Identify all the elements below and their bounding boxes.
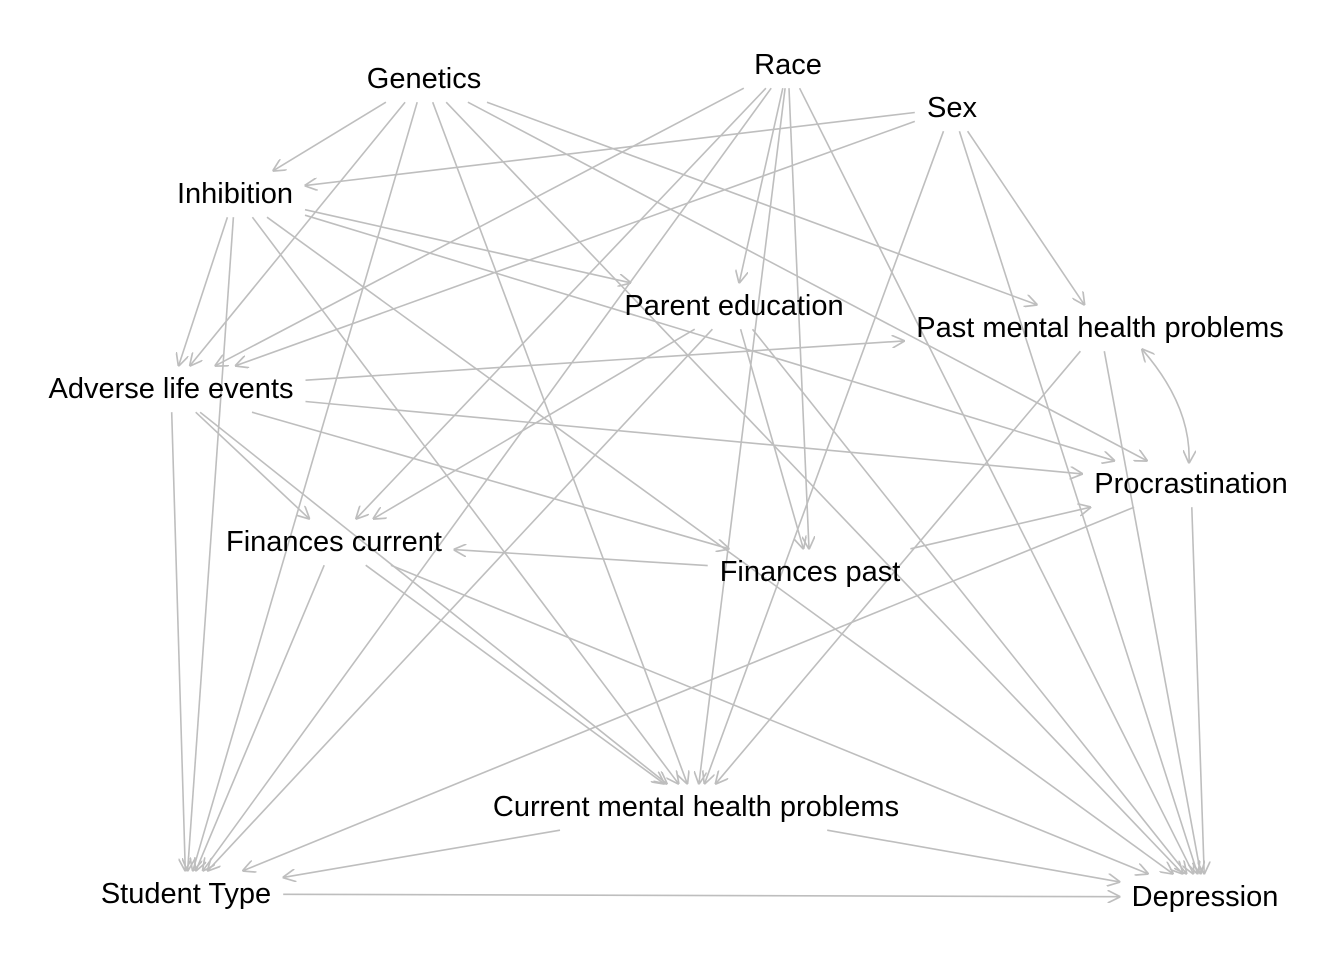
edge-genetics-to-depression [445, 101, 1183, 874]
node-past-mh: Past mental health problems [916, 312, 1284, 344]
edge-current-mh-to-student-type [283, 829, 561, 877]
node-genetics: Genetics [367, 63, 481, 95]
edge-inhibition-to-adverse [179, 216, 229, 366]
edge-race-to-depression [798, 87, 1194, 874]
edge-genetics-to-procrastination [467, 101, 1147, 461]
node-adverse: Adverse life events [48, 373, 293, 405]
edge-adverse-to-current-mh [199, 411, 667, 784]
node-student-type: Student Type [101, 878, 271, 910]
edge-adverse-to-past-mh [305, 341, 905, 381]
edge-current-mh-to-depression [827, 829, 1119, 882]
edges-layer [170, 87, 1205, 897]
node-fin-past: Finances past [720, 556, 901, 588]
edge-fin-current-to-student-type [196, 564, 325, 871]
node-current-mh: Current mental health problems [493, 791, 899, 823]
edge-parent-education-to-depression [751, 328, 1187, 874]
edge-race-to-parent-education [739, 88, 784, 283]
edge-fin-current-to-depression [390, 564, 1148, 874]
edge-student-type-to-depression [283, 894, 1119, 896]
edge-procrastination-to-depression [1191, 507, 1204, 874]
edge-genetics-to-inhibition [273, 101, 387, 171]
edge-race-to-current-mh [699, 88, 786, 784]
edge-past-mh-to-depression [1103, 351, 1200, 874]
node-inhibition: Inhibition [177, 178, 293, 210]
edge-inhibition-to-current-mh [251, 216, 678, 784]
edge-sex-to-current-mh [705, 130, 945, 784]
edge-race-to-adverse [215, 87, 745, 366]
edge-past-mh-to-procrastination [1142, 349, 1189, 463]
edge-inhibition-to-student-type [188, 217, 235, 871]
node-depression: Depression [1132, 881, 1279, 913]
edge-adverse-to-student-type [170, 412, 186, 871]
node-fin-current: Finances current [226, 526, 442, 558]
edge-adverse-to-procrastination [305, 400, 1083, 474]
edge-fin-past-to-fin-current [454, 550, 708, 567]
edge-genetics-to-current-mh [431, 101, 688, 784]
edge-fin-current-to-current-mh [365, 564, 665, 784]
edge-sex-to-adverse [236, 120, 916, 365]
edge-inhibition-to-procrastination [304, 214, 1115, 461]
edge-adverse-to-fin-past [251, 411, 729, 549]
edge-parent-education-to-fin-past [739, 328, 804, 549]
edge-inhibition-to-parent-education [304, 208, 631, 283]
node-race: Race [754, 49, 822, 81]
edge-genetics-to-student-type [193, 101, 418, 871]
nodes-layer: Genetics Race Sex Inhibition Parent educatio… [48, 49, 1287, 913]
node-parent-education: Parent education [624, 290, 843, 322]
edge-sex-to-past-mh [966, 130, 1085, 305]
edge-parent-education-to-fin-current [373, 328, 696, 519]
edge-past-mh-to-current-mh [716, 350, 1082, 784]
node-procrastination: Procrastination [1094, 468, 1287, 500]
edge-sex-to-depression [958, 130, 1197, 874]
edge-genetics-to-past-mh [486, 101, 1037, 305]
node-sex: Sex [927, 92, 977, 124]
edge-parent-education-to-student-type [208, 328, 713, 871]
edge-adverse-to-fin-current [195, 411, 310, 519]
edge-sex-to-inhibition [305, 111, 915, 186]
edge-procrastination-to-student-type [243, 506, 1135, 871]
edge-fin-past-to-procrastination [910, 507, 1090, 550]
